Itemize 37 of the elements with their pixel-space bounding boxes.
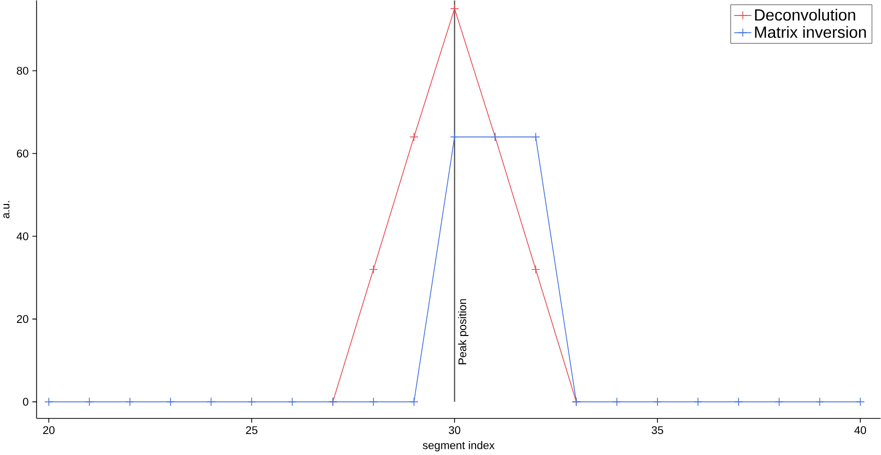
y-tick-label: 0: [22, 398, 28, 406]
legend-label: Deconvolution: [755, 8, 856, 21]
point: [368, 265, 378, 274]
point: [774, 397, 784, 406]
x-tick-label: 40: [854, 426, 866, 434]
point: [815, 397, 824, 406]
point: [125, 397, 134, 406]
point: [84, 397, 94, 406]
x-tick-label: 25: [246, 426, 258, 434]
x-axis-title: segment index: [422, 441, 495, 452]
y-tick-label: 80: [16, 66, 28, 75]
point: [694, 397, 702, 406]
point: [450, 132, 459, 142]
point: [368, 397, 378, 406]
point: [856, 397, 865, 406]
point: [206, 397, 216, 406]
y-tick-label: 60: [16, 150, 28, 158]
x-tick-label: 20: [43, 426, 55, 434]
point: [166, 397, 175, 406]
point: [531, 132, 540, 142]
point: [652, 397, 662, 406]
point: [450, 4, 459, 14]
point: [288, 397, 297, 406]
point: [531, 265, 540, 274]
point: [410, 397, 418, 406]
point: [44, 397, 54, 406]
y-axis-title: a.u.: [3, 201, 10, 218]
y-tick-label: 20: [16, 315, 28, 324]
x-tick-label: 35: [652, 426, 664, 434]
point: [247, 397, 256, 406]
point: [612, 397, 622, 406]
y-tick-label: 40: [16, 232, 28, 240]
point: [410, 132, 418, 142]
point: [734, 397, 744, 406]
ref-line-label: Peak position: [458, 299, 468, 364]
legend-label: Matrix inversion: [755, 26, 866, 38]
x-tick-label: 30: [448, 426, 460, 434]
